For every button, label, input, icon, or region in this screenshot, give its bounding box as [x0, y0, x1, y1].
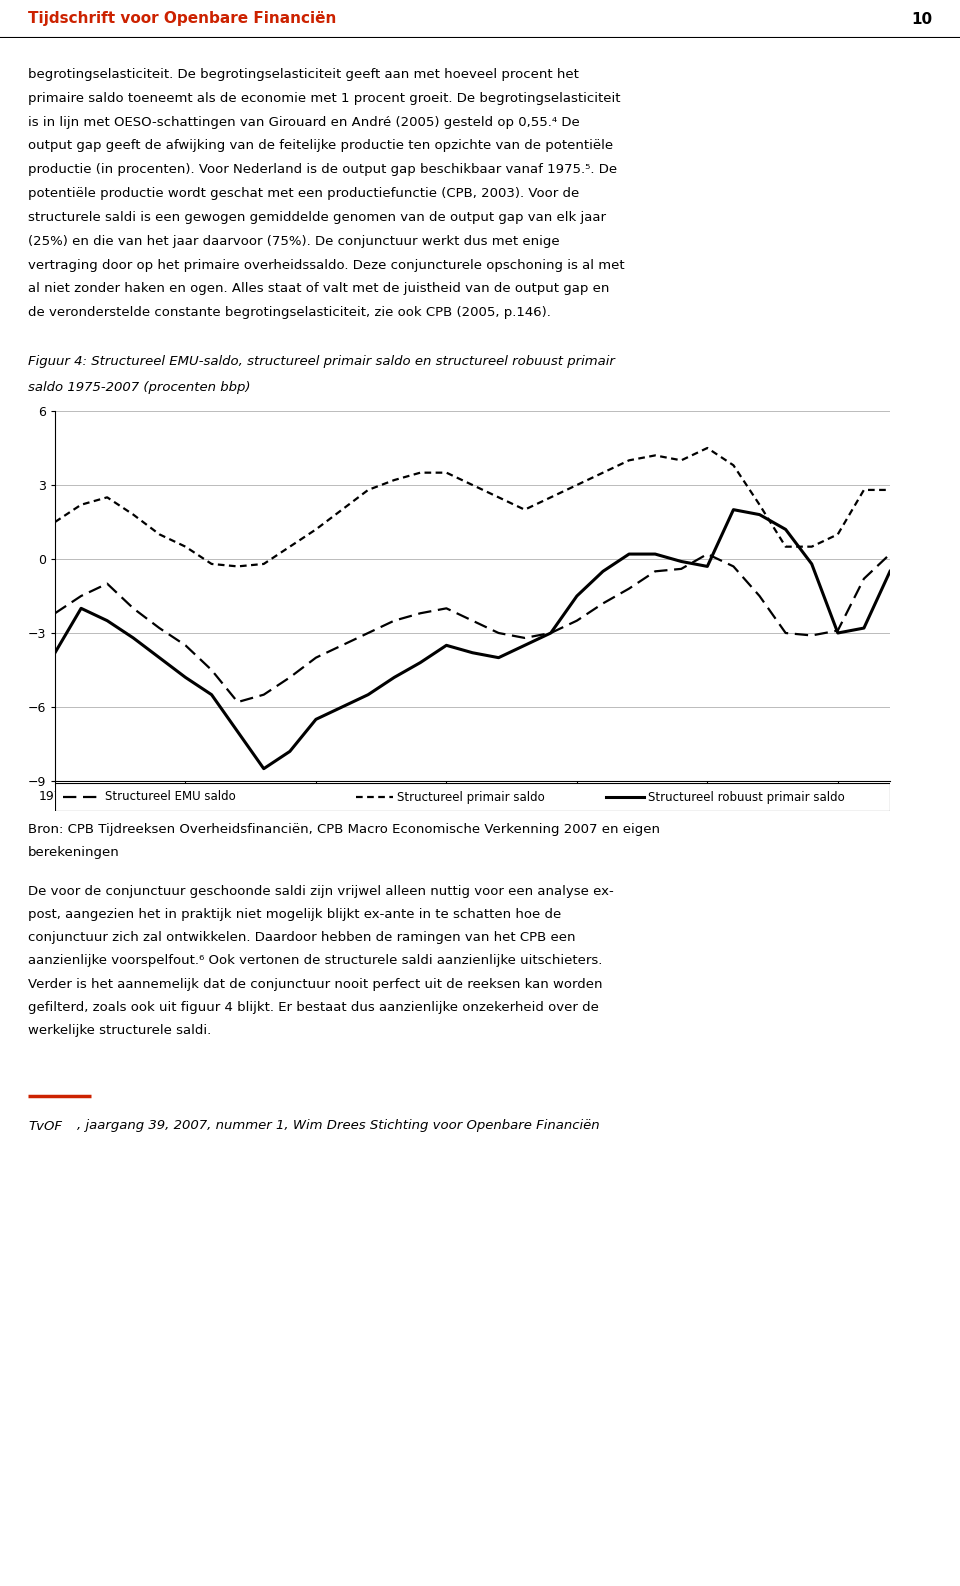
Text: potentiële productie wordt geschat met een productiefunctie (CPB, 2003). Voor de: potentiële productie wordt geschat met e… — [28, 187, 579, 200]
Text: aanzienlijke voorspelfout.⁶ Ook vertonen de structurele saldi aanzienlijke uitsc: aanzienlijke voorspelfout.⁶ Ook vertonen… — [28, 955, 602, 967]
Text: conjunctuur zich zal ontwikkelen. Daardoor hebben de ramingen van het CPB een: conjunctuur zich zal ontwikkelen. Daardo… — [28, 931, 575, 944]
Text: De voor de conjunctuur geschoonde saldi zijn vrijwel alleen nuttig voor een anal: De voor de conjunctuur geschoonde saldi … — [28, 885, 613, 898]
Text: gefilterd, zoals ook uit figuur 4 blijkt. Er bestaat dus aanzienlijke onzekerhei: gefilterd, zoals ook uit figuur 4 blijkt… — [28, 1001, 599, 1013]
Text: Structureel primair saldo: Structureel primair saldo — [397, 790, 545, 804]
Text: Structureel robuust primair saldo: Structureel robuust primair saldo — [648, 790, 845, 804]
Text: primaire saldo toeneemt als de economie met 1 procent groeit. De begrotingselast: primaire saldo toeneemt als de economie … — [28, 92, 620, 105]
Text: TvOF: TvOF — [28, 1120, 62, 1132]
Text: berekeningen: berekeningen — [28, 847, 120, 860]
Text: Structureel EMU saldo: Structureel EMU saldo — [105, 790, 236, 804]
Text: structurele saldi is een gewogen gemiddelde genomen van de output gap van elk ja: structurele saldi is een gewogen gemidde… — [28, 211, 606, 224]
Text: al niet zonder haken en ogen. Alles staat of valt met de juistheid van de output: al niet zonder haken en ogen. Alles staa… — [28, 282, 610, 295]
Text: vertraging door op het primaire overheidssaldo. Deze conjuncturele opschoning is: vertraging door op het primaire overheid… — [28, 259, 625, 271]
Text: Bron: CPB Tijdreeksen Overheidsfinanciën, CPB Macro Economische Verkenning 2007 : Bron: CPB Tijdreeksen Overheidsfinanciën… — [28, 823, 660, 836]
Text: de veronderstelde constante begrotingselasticiteit, zie ook CPB (2005, p.146).: de veronderstelde constante begrotingsel… — [28, 306, 551, 319]
Text: saldo 1975-2007 (procenten bbp): saldo 1975-2007 (procenten bbp) — [28, 381, 251, 395]
Text: is in lijn met OESO-schattingen van Girouard en André (2005) gesteld op 0,55.⁴ D: is in lijn met OESO-schattingen van Giro… — [28, 116, 580, 128]
Text: Verder is het aannemelijk dat de conjunctuur nooit perfect uit de reeksen kan wo: Verder is het aannemelijk dat de conjunc… — [28, 977, 603, 991]
Text: Figuur 4: Structureel EMU-saldo, structureel primair saldo en structureel robuus: Figuur 4: Structureel EMU-saldo, structu… — [28, 355, 614, 368]
Text: , jaargang 39, 2007, nummer 1, Wim Drees Stichting voor Openbare Financiën: , jaargang 39, 2007, nummer 1, Wim Drees… — [77, 1120, 599, 1132]
Text: (25%) en die van het jaar daarvoor (75%). De conjunctuur werkt dus met enige: (25%) en die van het jaar daarvoor (75%)… — [28, 235, 560, 247]
Text: begrotingselasticiteit. De begrotingselasticiteit geeft aan met hoeveel procent : begrotingselasticiteit. De begrotingsela… — [28, 68, 579, 81]
Text: 10: 10 — [911, 11, 932, 27]
Text: productie (in procenten). Voor Nederland is de output gap beschikbaar vanaf 1975: productie (in procenten). Voor Nederland… — [28, 163, 617, 176]
Text: output gap geeft de afwijking van de feitelijke productie ten opzichte van de po: output gap geeft de afwijking van de fei… — [28, 140, 613, 152]
Text: post, aangezien het in praktijk niet mogelijk blijkt ex-ante in te schatten hoe : post, aangezien het in praktijk niet mog… — [28, 909, 562, 921]
Text: werkelijke structurele saldi.: werkelijke structurele saldi. — [28, 1025, 211, 1037]
Text: Tijdschrift voor Openbare Financiën: Tijdschrift voor Openbare Financiën — [28, 11, 336, 27]
